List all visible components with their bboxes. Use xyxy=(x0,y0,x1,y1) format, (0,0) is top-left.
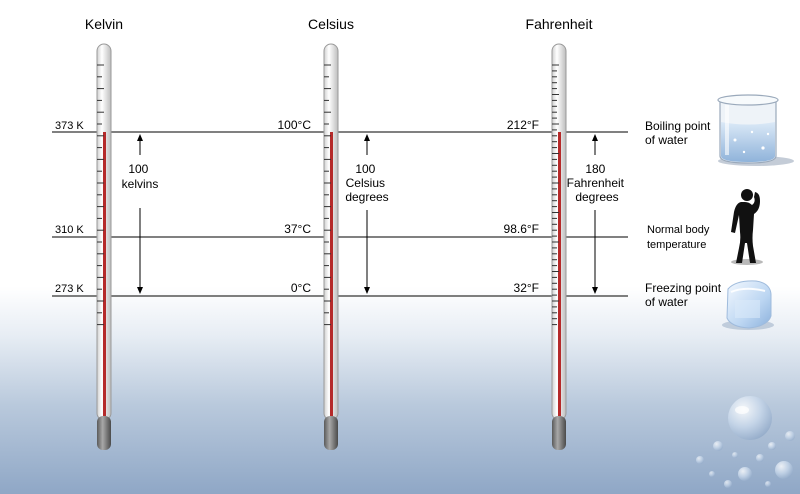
celsius-title: Celsius xyxy=(308,16,354,32)
fahrenheit-freezing-reading: 32°F xyxy=(514,281,539,295)
kelvin-freezing-reading: 273 K xyxy=(55,283,84,295)
kelvin-body-reading: 310 K xyxy=(55,224,84,236)
celsius-span-line-2: Celsius xyxy=(346,176,385,190)
beaker-of-water-icon xyxy=(717,94,794,166)
ice-cube-icon xyxy=(722,280,774,330)
fahrenheit-span-label: 180 Fahrenheit degrees xyxy=(567,162,628,204)
kelvin-span-line-1: 100 xyxy=(128,162,148,176)
fahrenheit-thermometer xyxy=(551,43,567,450)
celsius-span-arrow xyxy=(364,134,370,294)
celsius-thermometer xyxy=(323,43,339,450)
body-temperature-line-1: Normal body xyxy=(647,224,710,236)
celsius-ticks xyxy=(324,64,331,326)
boiling-point-line-2: of water xyxy=(645,133,688,147)
human-silhouette-icon xyxy=(731,189,763,265)
freezing-point-label: Freezing point of water xyxy=(645,281,724,309)
kelvin-boiling-reading: 373 K xyxy=(55,120,84,132)
fahrenheit-span-line-3: degrees xyxy=(575,190,618,204)
freezing-point-line-2: of water xyxy=(645,295,688,309)
fahrenheit-span-line-1: 180 xyxy=(585,162,605,176)
fahrenheit-span-arrow xyxy=(592,134,598,294)
boiling-point-label: Boiling point of water xyxy=(645,119,714,147)
boiling-point-line-1: Boiling point xyxy=(645,119,711,133)
freezing-point-line-1: Freezing point xyxy=(645,281,722,295)
celsius-span-line-1: 100 xyxy=(355,162,375,176)
water-droplets-icon xyxy=(696,396,795,488)
celsius-boiling-reading: 100°C xyxy=(278,118,312,132)
body-temperature-label: Normal body temperature xyxy=(647,224,712,251)
fahrenheit-title: Fahrenheit xyxy=(526,16,593,32)
fahrenheit-span-line-2: Fahrenheit xyxy=(567,176,625,190)
kelvin-thermometer xyxy=(96,43,112,450)
kelvin-ticks xyxy=(97,64,104,326)
fahrenheit-ticks xyxy=(552,64,559,326)
kelvin-span-label: 100 kelvins xyxy=(122,162,159,191)
celsius-span-label: 100 Celsius degrees xyxy=(345,162,388,204)
celsius-span-line-3: degrees xyxy=(345,190,388,204)
kelvin-span-line-2: kelvins xyxy=(122,177,159,191)
celsius-body-reading: 37°C xyxy=(284,222,311,236)
fahrenheit-body-reading: 98.6°F xyxy=(504,222,539,236)
kelvin-span-arrow xyxy=(137,134,143,294)
celsius-freezing-reading: 0°C xyxy=(291,281,311,295)
body-temperature-line-2: temperature xyxy=(647,239,706,251)
fahrenheit-boiling-reading: 212°F xyxy=(507,118,539,132)
kelvin-title: Kelvin xyxy=(85,16,123,32)
